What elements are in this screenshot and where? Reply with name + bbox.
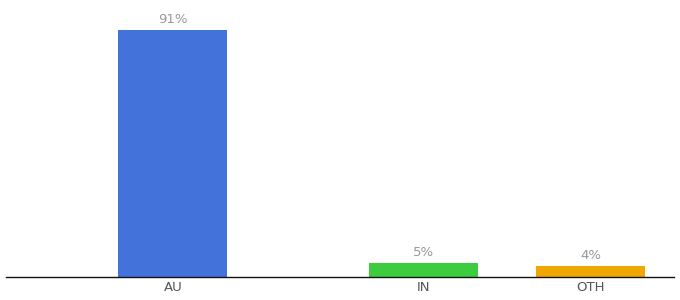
Text: 5%: 5% xyxy=(413,246,434,259)
Text: 91%: 91% xyxy=(158,13,188,26)
Bar xyxy=(118,30,227,277)
Text: 4%: 4% xyxy=(580,249,601,262)
Bar xyxy=(369,263,478,277)
Bar xyxy=(537,266,645,277)
